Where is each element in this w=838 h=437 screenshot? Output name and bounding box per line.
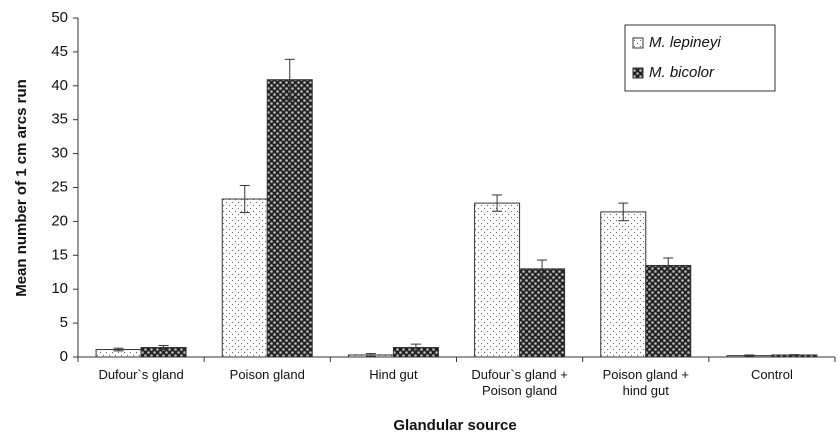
error-bar bbox=[284, 58, 295, 101]
error-bar bbox=[365, 353, 376, 357]
x-tick-label: Hind gut bbox=[369, 367, 418, 382]
y-tick-label: 25 bbox=[51, 178, 68, 195]
bar bbox=[266, 79, 313, 358]
x-tick-label: Dufour`s gland bbox=[98, 367, 184, 382]
y-tick-label: 35 bbox=[51, 111, 68, 128]
x-tick-label: Control bbox=[750, 367, 793, 382]
error-bar bbox=[113, 347, 124, 352]
x-axis-title: Glandular source bbox=[393, 417, 516, 434]
error-bar bbox=[158, 344, 169, 351]
y-tick-label: 5 bbox=[60, 314, 68, 331]
error-bar bbox=[618, 202, 629, 222]
x-tick-label: Poison gland + hind gut bbox=[602, 367, 689, 398]
error-bar bbox=[663, 257, 674, 274]
error-bar bbox=[789, 354, 800, 356]
bar bbox=[474, 202, 521, 358]
error-bar bbox=[537, 259, 548, 279]
legend-label: M. lepineyi bbox=[649, 34, 721, 51]
error-bar bbox=[744, 354, 755, 357]
y-tick-label: 30 bbox=[51, 145, 68, 162]
error-bar bbox=[410, 343, 421, 352]
error-bar bbox=[492, 194, 503, 212]
y-axis-title: Mean number of 1 cm arcs run bbox=[13, 79, 30, 297]
bar bbox=[645, 264, 692, 358]
y-tick-label: 0 bbox=[60, 348, 68, 365]
bar bbox=[600, 211, 647, 358]
y-tick-label: 10 bbox=[51, 280, 68, 297]
legend-swatch bbox=[632, 67, 644, 79]
y-tick-label: 15 bbox=[51, 246, 68, 263]
x-tick-label: Dufour`s gland + Poison gland bbox=[471, 367, 568, 398]
bar bbox=[221, 198, 268, 358]
legend-label: M. bicolor bbox=[649, 64, 715, 81]
y-tick-label: 40 bbox=[51, 77, 68, 94]
y-tick-label: 20 bbox=[51, 212, 68, 229]
error-bar bbox=[239, 184, 250, 214]
bar bbox=[519, 268, 566, 358]
y-tick-label: 50 bbox=[51, 9, 68, 26]
x-tick-label: Poison gland bbox=[229, 367, 305, 382]
legend-swatch bbox=[632, 37, 644, 49]
y-tick-label: 45 bbox=[51, 43, 68, 60]
legend-box bbox=[624, 24, 776, 92]
